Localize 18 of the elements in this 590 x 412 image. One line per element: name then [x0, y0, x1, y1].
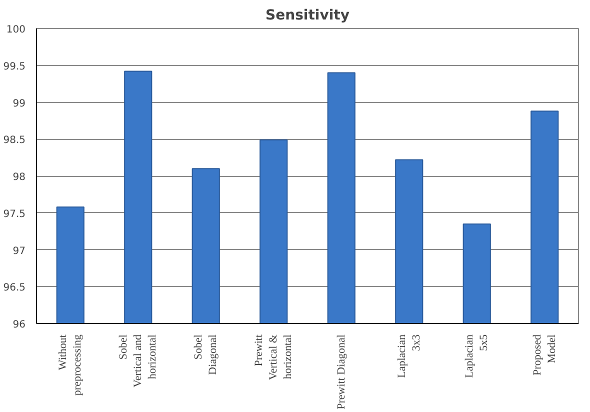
y-tick-label: 97.5 — [3, 208, 26, 220]
x-tick-label: Laplacian 5x5 — [464, 334, 490, 378]
x-tick-label: Proposed Model — [531, 334, 558, 376]
x-tick-label: Prewitt Vertical & horizontal — [253, 334, 294, 380]
y-tick-label: 97 — [12, 246, 26, 257]
y-tick-label: 96 — [12, 320, 26, 330]
y-tick-label: 99.5 — [3, 61, 26, 72]
y-tick-label: 100 — [6, 24, 26, 36]
y-tick-label: 98.5 — [3, 135, 26, 146]
x-tick-label: Without preprocessing — [57, 334, 84, 396]
y-tick-label: 99 — [12, 98, 26, 110]
y-tick-label: 98 — [12, 172, 26, 183]
x-tick-label: Sobel Diagonal — [192, 334, 220, 375]
y-tick-label: 96.5 — [3, 282, 26, 294]
x-tick-label: Sobel Vertical and horizontal — [118, 334, 159, 388]
chart-title: Sensitivity — [266, 8, 350, 24]
x-tick-label: Laplacian 3x3 — [396, 334, 422, 378]
x-tick-label: Prewitt Diagonal — [335, 334, 348, 410]
